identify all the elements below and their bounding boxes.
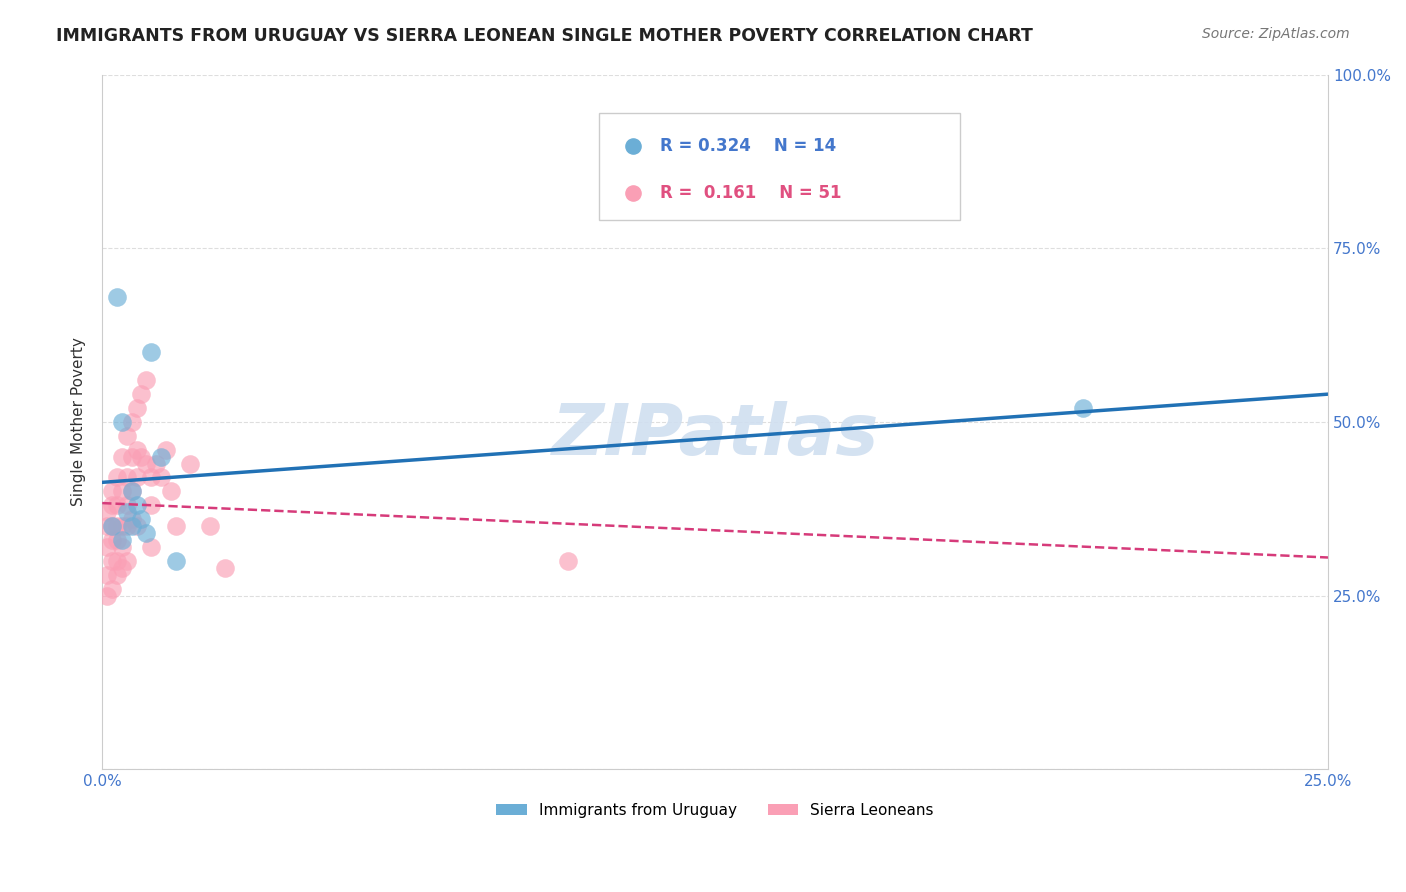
Point [101,484,124,499]
Point [179,457,201,471]
Point [105,498,128,512]
Point [115,554,138,568]
Point [165,554,187,568]
Point [135,373,157,387]
Point [96,505,118,519]
Point [96,540,118,554]
Point [115,519,138,533]
Point [111,450,134,464]
Point [125,442,148,457]
Point [101,519,124,533]
Point [150,450,173,464]
Point [101,533,124,547]
Point [101,582,124,596]
Point [160,484,183,499]
Point [557,554,579,568]
Point [101,498,124,512]
Point [111,415,134,429]
Point [96,567,118,582]
Point [135,526,157,541]
Point [96,519,118,533]
Point [111,540,134,554]
Point [150,470,173,484]
FancyBboxPatch shape [599,112,960,220]
Y-axis label: Single Mother Poverty: Single Mother Poverty [72,337,86,507]
Point [115,505,138,519]
Point [111,519,134,533]
Point [141,498,163,512]
Point [165,519,187,533]
Point [1071,401,1094,415]
Point [105,470,128,484]
Point [101,519,124,533]
Legend: Immigrants from Uruguay, Sierra Leoneans: Immigrants from Uruguay, Sierra Leoneans [491,797,941,824]
Point [121,512,143,526]
Point [135,457,157,471]
Point [111,533,134,547]
Point [121,450,143,464]
Point [141,345,163,359]
Point [115,429,138,443]
Point [131,512,153,526]
Point [125,401,148,415]
Point [96,589,118,603]
Point [155,442,177,457]
Text: R = 0.324    N = 14: R = 0.324 N = 14 [659,137,837,155]
Point [115,470,138,484]
Point [145,457,167,471]
Point [121,484,143,499]
Point [121,415,143,429]
Point [131,387,153,401]
Point [105,567,128,582]
Point [111,484,134,499]
Text: IMMIGRANTS FROM URUGUAY VS SIERRA LEONEAN SINGLE MOTHER POVERTY CORRELATION CHAR: IMMIGRANTS FROM URUGUAY VS SIERRA LEONEA… [56,27,1033,45]
Point [101,554,124,568]
Point [105,554,128,568]
Point [121,519,143,533]
Text: ZIPatlas: ZIPatlas [551,401,879,470]
Point [125,470,148,484]
Point [105,290,128,304]
Point [111,561,134,575]
Point [105,519,128,533]
Point [141,470,163,484]
Point [131,450,153,464]
Text: Source: ZipAtlas.com: Source: ZipAtlas.com [1202,27,1350,41]
Point [214,561,236,575]
Point [141,540,163,554]
Point [115,498,138,512]
Point [125,519,148,533]
Point [121,484,143,499]
Point [198,519,221,533]
Point [105,533,128,547]
Text: R =  0.161    N = 51: R = 0.161 N = 51 [659,184,842,202]
Point [125,498,148,512]
